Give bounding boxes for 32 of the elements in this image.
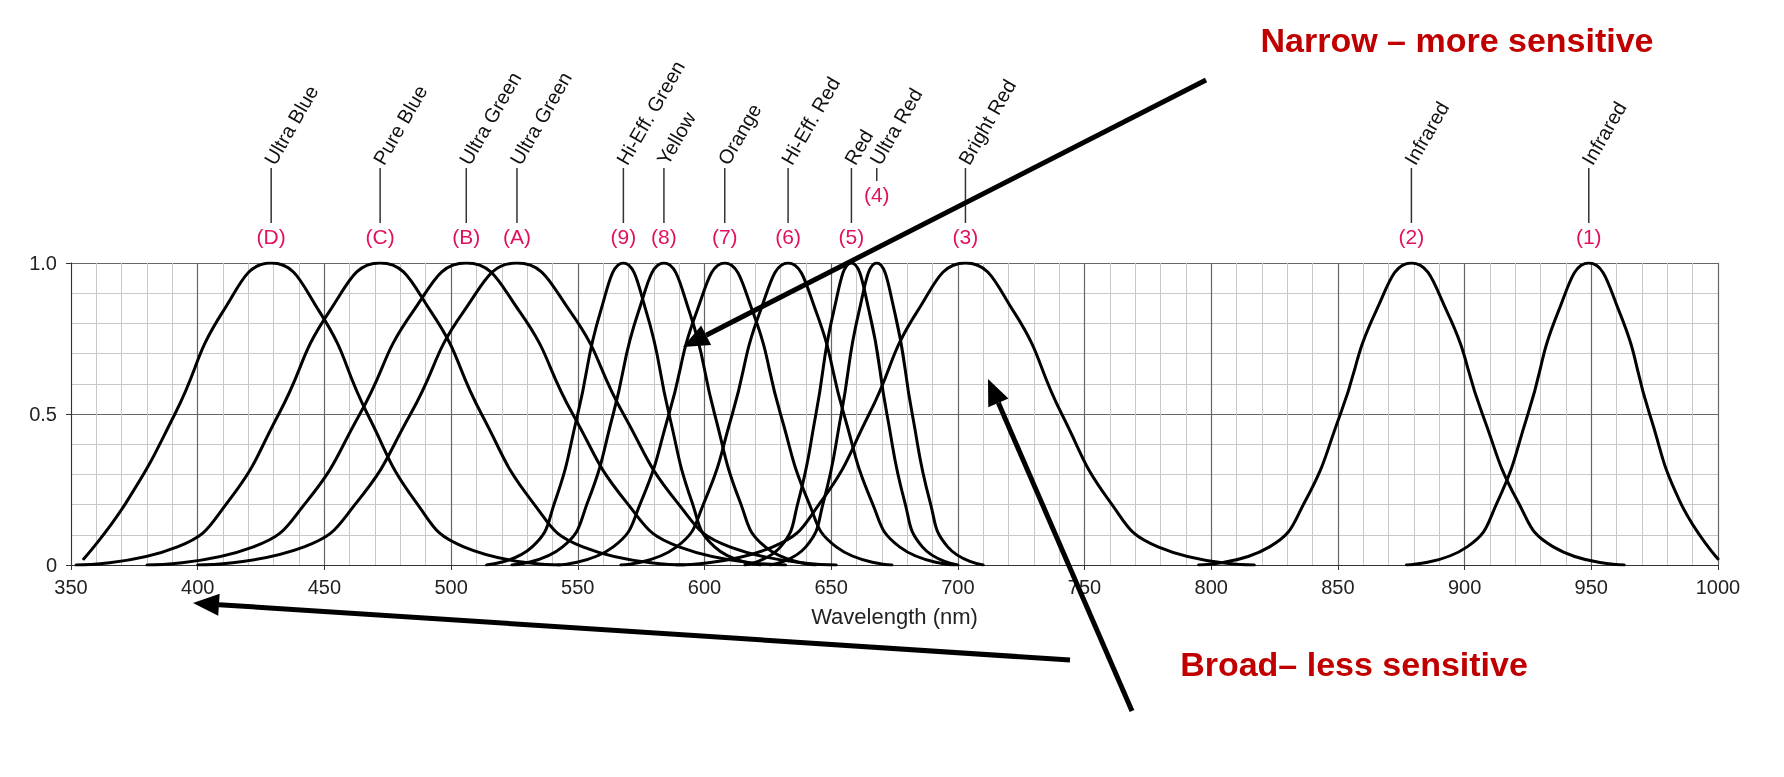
x-tick-label: 500 <box>434 576 468 598</box>
annotation: (D) <box>256 224 286 248</box>
x-tick-label: 950 <box>1574 576 1608 598</box>
x-tick-label: 450 <box>307 576 342 598</box>
annotation: (6) <box>775 224 801 248</box>
annotation: (4) <box>863 182 890 206</box>
annotation: (9) <box>610 224 637 248</box>
annotation: (7) <box>711 224 738 248</box>
y-tick-label: 1.0 <box>29 252 57 274</box>
x-axis-title: Wavelength (nm) <box>811 603 978 629</box>
x-tick-label: 850 <box>1321 576 1355 598</box>
y-tick-label: 0 <box>45 554 57 576</box>
annotation: (1) <box>1575 224 1602 248</box>
annotation: (B) <box>452 224 481 248</box>
annotation: (C) <box>365 224 395 248</box>
x-tick-label: 550 <box>561 576 595 598</box>
text: Broad– less sensitive <box>1180 645 1528 683</box>
x-tick-label: 350 <box>54 576 88 598</box>
x-tick-label: 600 <box>687 576 722 598</box>
text: Narrow – more sensitive <box>1260 21 1654 59</box>
annotation: (A) <box>502 224 531 248</box>
x-tick-label: 1000 <box>1695 576 1741 598</box>
y-tick-label: 0.5 <box>29 403 57 425</box>
annotation: (5) <box>838 224 865 248</box>
x-tick-label: 900 <box>1447 576 1482 598</box>
x-tick-label: 400 <box>181 576 215 598</box>
annotation: (2) <box>1398 224 1425 248</box>
annotation: (3) <box>952 224 979 248</box>
x-tick-label: 700 <box>941 576 975 598</box>
x-tick-label: 800 <box>1194 576 1228 598</box>
x-tick-label: 650 <box>814 576 848 598</box>
annotation: (8) <box>651 224 677 248</box>
